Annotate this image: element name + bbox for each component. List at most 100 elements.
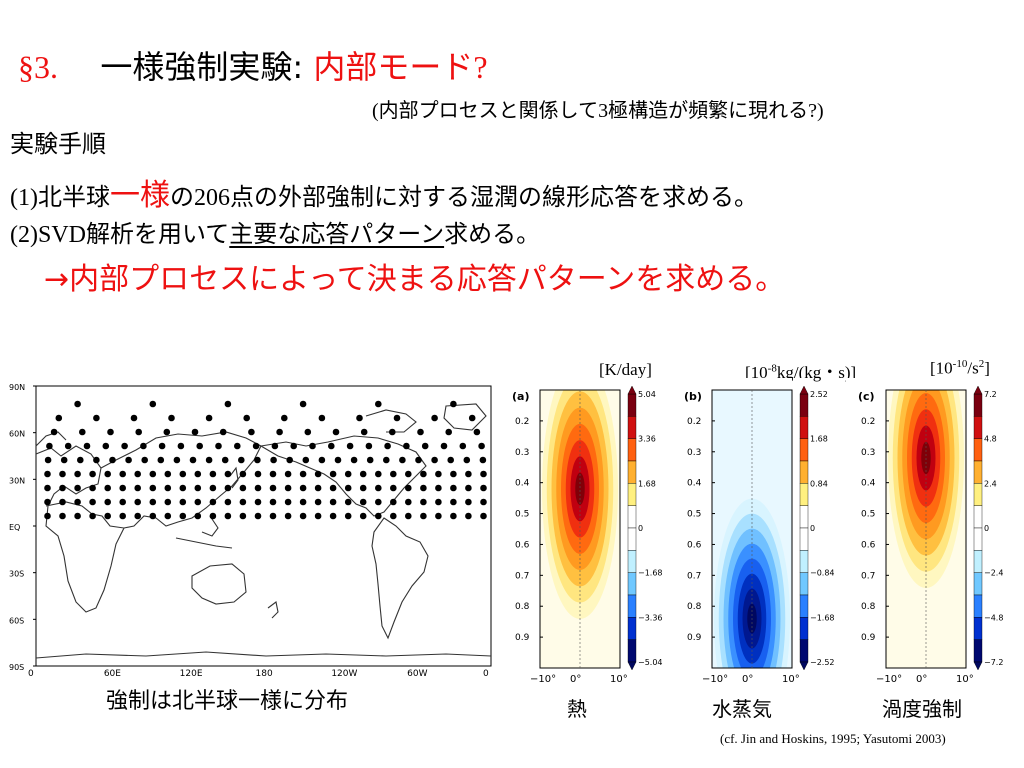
colorbar-label: −4.8 <box>984 613 1003 622</box>
forcing-point <box>104 470 111 478</box>
forcing-point <box>405 484 412 492</box>
forcing-point <box>435 498 442 506</box>
lon-label: 0 <box>28 669 34 676</box>
forcing-point <box>478 442 485 450</box>
forcing-point <box>360 428 368 436</box>
title-question: ? <box>473 49 488 85</box>
colorbar-segment <box>627 416 637 439</box>
forcing-point <box>189 456 197 464</box>
forcing-point <box>459 442 467 450</box>
colorbar-segment <box>627 639 637 663</box>
y-tick-label: 0.6 <box>861 540 876 550</box>
colorbar-segment <box>799 483 809 506</box>
colorbar-label: 0 <box>638 524 643 533</box>
forcing-point <box>450 512 457 520</box>
forcing-point <box>209 484 217 492</box>
forcing-point <box>350 456 358 464</box>
forcing-point <box>224 484 232 492</box>
caption-vorticity: 渦度強制 <box>882 697 962 721</box>
forcing-point <box>284 484 292 492</box>
forcing-point <box>93 414 100 422</box>
forcing-point <box>465 498 472 506</box>
forcing-point <box>107 428 114 436</box>
forcing-point <box>215 442 222 450</box>
forcing-point <box>104 512 111 520</box>
forcing-point <box>431 414 438 422</box>
forcing-point <box>44 512 51 520</box>
forcing-point <box>173 456 181 464</box>
forcing-point <box>421 442 429 450</box>
section-number: §3. <box>18 49 58 85</box>
colorbar-segment <box>627 594 637 618</box>
forcing-point <box>359 512 367 520</box>
colorbar-segment <box>799 550 809 573</box>
lat-label: 60S <box>9 616 24 625</box>
forcing-point <box>224 400 232 408</box>
unit-heat: [K/day] <box>599 360 652 379</box>
forcing-point <box>284 512 292 520</box>
forcing-point <box>157 456 165 464</box>
y-tick-label: 0.7 <box>687 571 701 581</box>
y-tick-label: 0.8 <box>861 602 876 612</box>
forcing-point <box>389 428 396 436</box>
forcing-point <box>465 470 472 478</box>
forcing-point <box>89 470 96 478</box>
colorbar-segment <box>973 438 983 462</box>
forcing-point <box>130 414 138 422</box>
forcing-point <box>399 456 406 464</box>
y-tick-label: 0.6 <box>687 540 702 550</box>
forcing-point <box>254 498 262 506</box>
x-tick-label: −10° <box>876 674 902 685</box>
panel-id: (c) <box>858 390 875 403</box>
forcing-point <box>164 512 172 520</box>
coastlines <box>35 403 492 659</box>
forcing-point <box>164 484 172 492</box>
y-tick-label: 0.7 <box>861 571 875 581</box>
forcing-point <box>141 456 148 464</box>
forcing-point <box>44 456 52 464</box>
forcing-point <box>121 442 128 450</box>
x-tick-label: −10° <box>702 674 728 685</box>
colorbar-segment <box>627 527 637 551</box>
forcing-point <box>140 442 147 450</box>
y-tick-label: 0.5 <box>687 510 701 520</box>
forcing-point <box>269 470 277 478</box>
citation: (cf. Jin and Hoskins, 1995; Yasutomi 200… <box>720 731 946 746</box>
step-1: (1)北半球一様の206点の外部強制に対する湿潤の線形応答を求める。 <box>10 178 758 213</box>
forcing-point <box>445 428 453 436</box>
colorbar-segment <box>627 483 637 506</box>
forcing-point <box>44 484 51 492</box>
procedure-heading: 実験手順 <box>10 130 106 158</box>
forcing-point <box>239 512 247 520</box>
forcing-point <box>375 470 382 478</box>
forcing-point <box>359 470 367 478</box>
forcing-point <box>479 456 487 464</box>
forcing-point <box>59 470 66 478</box>
forcing-map: 90N 60N 30N EQ 30S 60S 90S 0 60E 120E 180 120W 60W 0 <box>9 383 492 676</box>
forcing-point <box>299 512 307 520</box>
forcing-point <box>219 428 227 436</box>
colorbar-segment <box>973 505 983 529</box>
forcing-point <box>390 498 397 506</box>
forcing-point <box>465 512 472 520</box>
forcing-point <box>239 470 247 478</box>
map-caption: 強制は北半球一様に分布 <box>106 689 349 714</box>
forcing-point <box>450 484 457 492</box>
colorbar-segment <box>799 572 809 596</box>
forcing-point <box>79 428 86 436</box>
forcing-point <box>164 470 172 478</box>
colorbar-segment <box>627 572 637 596</box>
forcing-point <box>299 484 307 492</box>
forcing-point <box>89 512 96 520</box>
y-tick-label: 0.9 <box>687 633 702 643</box>
slide-title: §3. 一様強制実験: 内部モード? <box>18 42 488 88</box>
colorbar-segment <box>973 393 983 417</box>
forcing-point <box>384 442 391 450</box>
forcing-point <box>318 414 326 422</box>
colorbar-label: −1.68 <box>638 569 663 578</box>
forcing-point <box>234 442 241 450</box>
forcing-point <box>276 428 283 436</box>
forcing-point <box>344 498 352 506</box>
y-tick-label: 0.2 <box>861 417 875 427</box>
colorbar-segment <box>973 416 983 439</box>
